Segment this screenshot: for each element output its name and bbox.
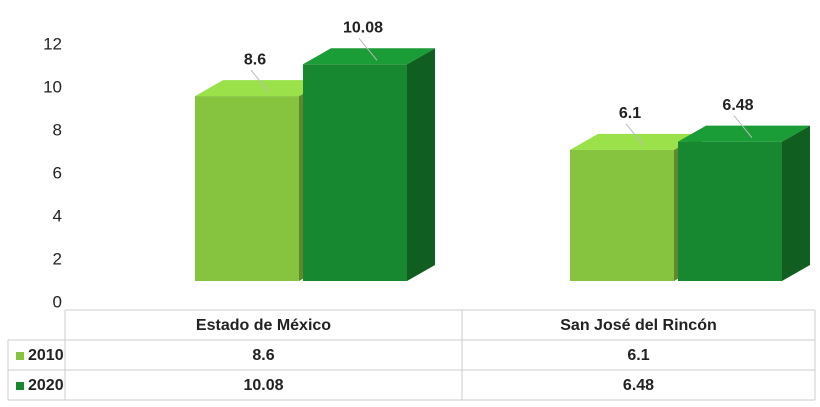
y-tick-label: 4 — [53, 206, 62, 225]
legend-swatch — [16, 382, 24, 390]
table-value: 6.1 — [627, 347, 649, 364]
bar-top — [570, 133, 702, 150]
y-tick-label: 2 — [53, 249, 62, 268]
bar-top — [678, 125, 810, 142]
bar — [570, 149, 674, 281]
y-tick-label: 10 — [43, 77, 62, 96]
bar-top — [303, 48, 435, 65]
y-tick-label: 6 — [53, 163, 62, 182]
bar — [195, 96, 299, 281]
data-label: 10.08 — [343, 19, 383, 36]
legend-swatch — [16, 352, 24, 360]
leader-line — [250, 69, 270, 93]
table-value: 8.6 — [252, 347, 274, 364]
table-value: 10.08 — [243, 377, 283, 394]
leader-line — [625, 123, 645, 147]
y-tick-label: 12 — [43, 34, 62, 53]
data-label: 6.1 — [619, 105, 641, 122]
bar — [678, 141, 782, 281]
bar-side — [407, 48, 435, 281]
leader-line — [733, 115, 753, 138]
x-tick-label: San José del Rincón — [560, 317, 716, 334]
data-label: 8.6 — [244, 51, 266, 68]
leader-line — [358, 37, 378, 61]
y-tick-label: 8 — [53, 120, 62, 139]
table-value: 6.48 — [623, 377, 654, 394]
data-label: 6.48 — [722, 97, 753, 114]
x-tick-label: Estado de México — [196, 317, 331, 334]
bar-side — [782, 125, 810, 282]
legend-label: 2010 — [28, 347, 64, 364]
y-tick-label: 0 — [53, 292, 62, 311]
bar-top — [195, 80, 327, 97]
bar — [303, 64, 407, 281]
legend-label: 2020 — [28, 377, 64, 394]
